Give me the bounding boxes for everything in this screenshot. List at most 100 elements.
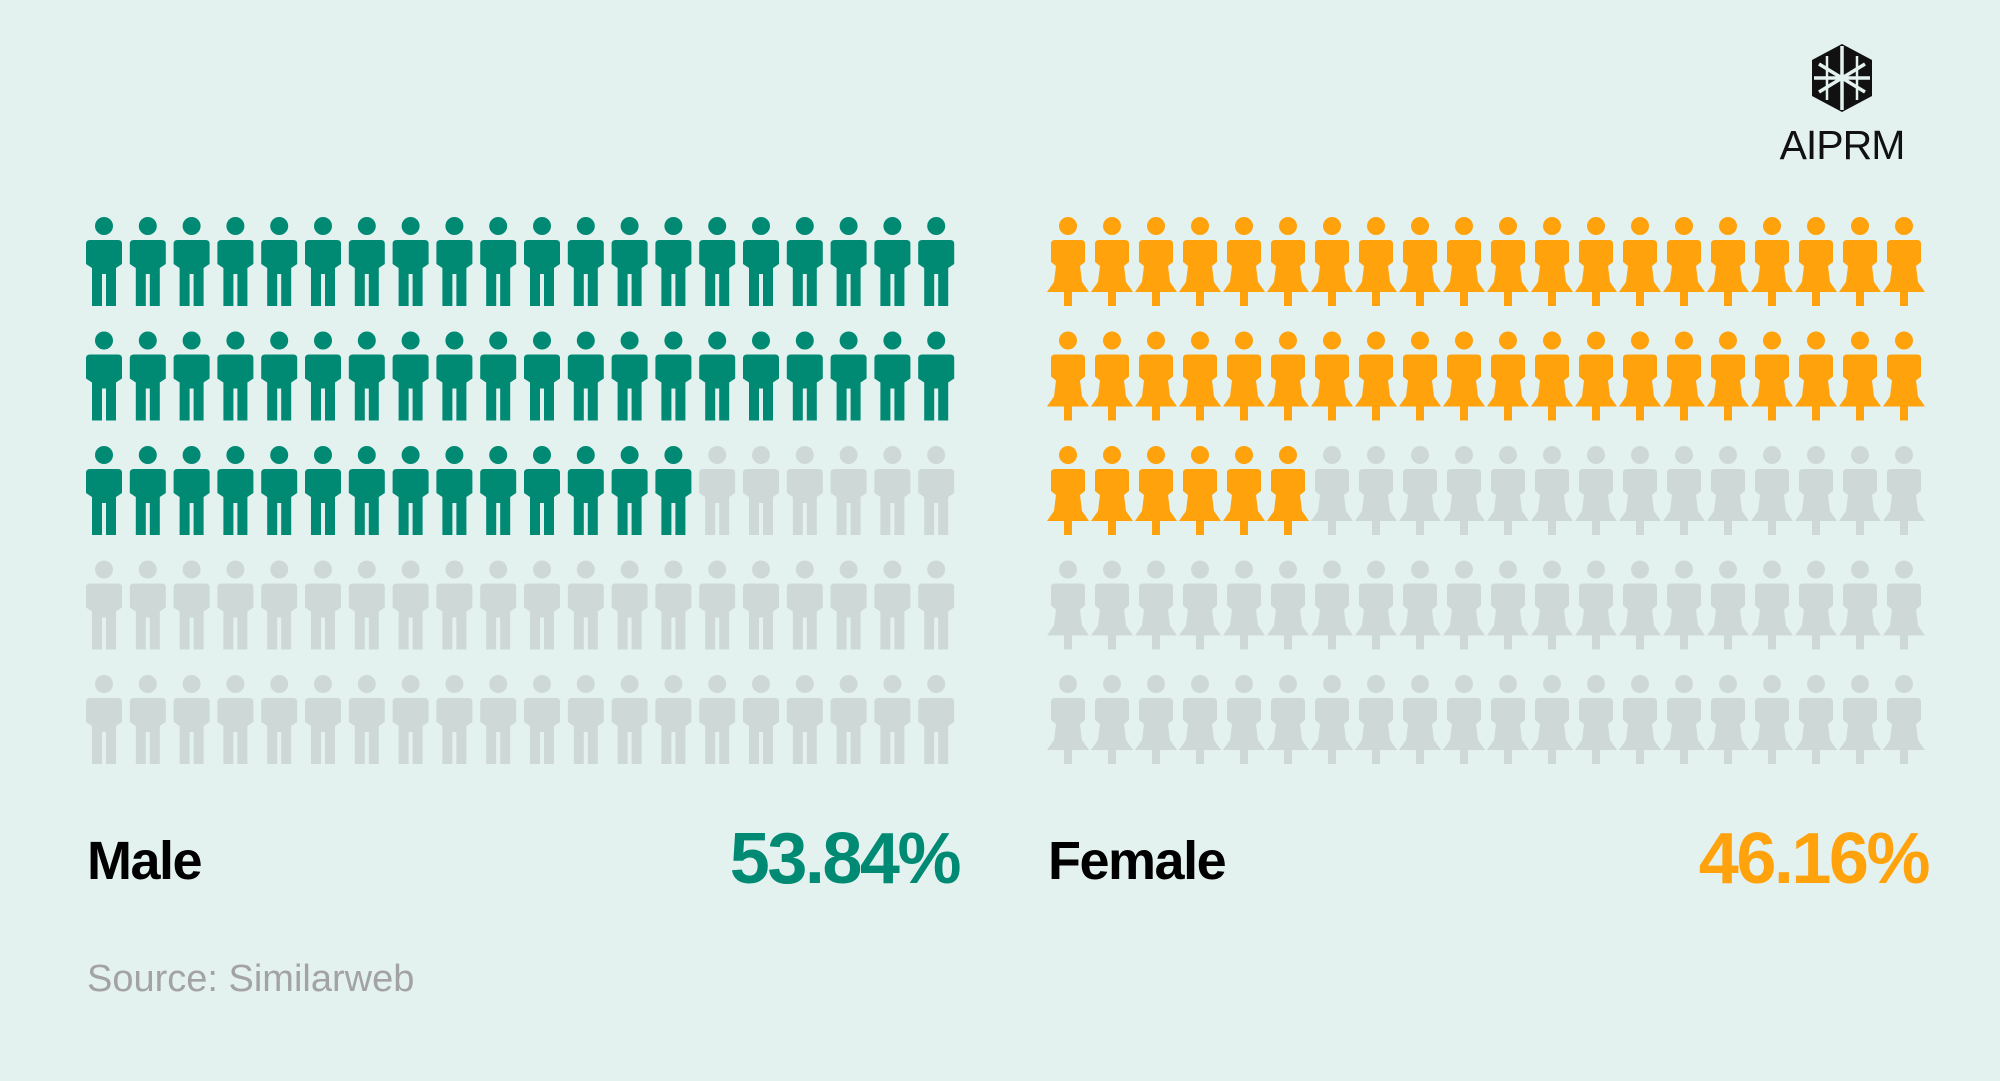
female-icon-filled — [1135, 446, 1177, 535]
female-icon-empty — [1487, 446, 1529, 535]
female-icon-filled — [1443, 217, 1485, 306]
male-icon-filled — [86, 446, 122, 535]
female-icon-empty — [1311, 675, 1353, 764]
male-icon-filled — [830, 217, 867, 306]
female-icon-filled — [1707, 331, 1749, 421]
male-icon-empty — [611, 560, 648, 650]
female-icon-empty — [1531, 675, 1573, 764]
male-icon-empty — [86, 560, 122, 650]
male-icon-filled — [217, 331, 254, 421]
male-icon-filled — [918, 217, 955, 306]
female-icon-empty — [1091, 560, 1133, 650]
female-icon-filled — [1399, 217, 1441, 306]
male-icon-filled — [611, 217, 648, 306]
male-icon-empty — [699, 675, 736, 764]
male-icon-filled — [129, 217, 166, 306]
female-icon-filled — [1223, 446, 1265, 535]
female-icon-empty — [1839, 675, 1881, 764]
male-icon-empty — [786, 446, 823, 535]
female-icon-empty — [1355, 446, 1397, 535]
female-icon-empty — [1575, 446, 1617, 535]
female-label: Female — [1048, 831, 1227, 891]
male-icon-filled — [524, 446, 560, 535]
male-icon-filled — [743, 217, 779, 306]
female-icon-filled — [1047, 331, 1089, 421]
female-icon-empty — [1883, 560, 1925, 650]
male-icon-empty — [567, 675, 604, 764]
female-icon-filled — [1487, 217, 1529, 306]
aiprm-logo-icon — [1812, 44, 1872, 112]
female-icon-empty — [1091, 675, 1133, 764]
male-icon-empty — [567, 560, 604, 650]
male-icon-filled — [480, 217, 517, 306]
female-percentage: 46.16% — [1698, 819, 1931, 899]
female-icon-filled — [1047, 446, 1089, 535]
female-icon-filled — [1575, 217, 1617, 306]
male-icon-filled — [874, 331, 911, 421]
male-icon-filled — [305, 446, 341, 535]
male-icon-empty — [918, 560, 955, 650]
female-icon-empty — [1487, 675, 1529, 764]
female-icon-empty — [1795, 675, 1837, 764]
female-icon-empty — [1531, 446, 1573, 535]
male-icon-empty — [655, 560, 692, 650]
female-icon-filled — [1795, 217, 1837, 306]
female-icon-filled — [1179, 217, 1221, 306]
male-icon-filled — [305, 217, 341, 306]
female-icon-empty — [1883, 446, 1925, 535]
female-icon-filled — [1883, 331, 1925, 421]
female-icon-empty — [1883, 675, 1925, 764]
female-icon-empty — [1267, 675, 1309, 764]
female-icon-empty — [1795, 560, 1837, 650]
male-icon-filled — [173, 217, 210, 306]
female-icon-empty — [1663, 446, 1705, 535]
female-icon-empty — [1663, 675, 1705, 764]
male-icon-empty — [743, 446, 779, 535]
male-icon-filled — [305, 331, 341, 421]
male-icon-empty — [874, 675, 911, 764]
female-icon-grid — [1047, 217, 1925, 764]
male-icon-empty — [217, 675, 254, 764]
male-icon-filled — [611, 331, 648, 421]
female-icon-empty — [1311, 446, 1353, 535]
female-icon-filled — [1751, 217, 1793, 306]
female-icon-filled — [1883, 217, 1925, 306]
female-icon-filled — [1135, 331, 1177, 421]
female-icon-empty — [1223, 675, 1265, 764]
male-icon-filled — [699, 217, 736, 306]
female-icon-empty — [1575, 675, 1617, 764]
female-icon-empty — [1751, 446, 1793, 535]
male-icon-filled — [348, 217, 385, 306]
female-icon-filled — [1707, 217, 1749, 306]
female-icon-empty — [1399, 446, 1441, 535]
female-icon-filled — [1267, 446, 1309, 535]
female-icon-filled — [1179, 331, 1221, 421]
female-icon-filled — [1531, 217, 1573, 306]
female-icon-filled — [1663, 217, 1705, 306]
female-icon-filled — [1223, 217, 1265, 306]
male-icon-empty — [217, 560, 254, 650]
brand-name: AIPRM — [1779, 122, 1906, 168]
male-icon-empty — [392, 560, 429, 650]
female-icon-empty — [1443, 560, 1485, 650]
female-icon-empty — [1663, 560, 1705, 650]
female-icon-empty — [1355, 675, 1397, 764]
male-icon-empty — [786, 675, 823, 764]
male-icon-filled — [830, 331, 867, 421]
male-icon-filled — [392, 217, 429, 306]
female-icon-empty — [1443, 675, 1485, 764]
male-icon-grid — [86, 217, 955, 764]
female-icon-filled — [1355, 331, 1397, 421]
female-icon-empty — [1487, 560, 1529, 650]
female-icon-filled — [1091, 331, 1133, 421]
female-icon-empty — [1707, 446, 1749, 535]
female-icon-empty — [1047, 560, 1089, 650]
female-icon-empty — [1531, 560, 1573, 650]
male-icon-empty — [305, 675, 341, 764]
female-icon-filled — [1091, 446, 1133, 535]
male-icon-filled — [567, 446, 604, 535]
female-icon-empty — [1619, 560, 1661, 650]
male-icon-filled — [348, 446, 385, 535]
female-icon-filled — [1311, 217, 1353, 306]
male-icon-empty — [918, 446, 955, 535]
